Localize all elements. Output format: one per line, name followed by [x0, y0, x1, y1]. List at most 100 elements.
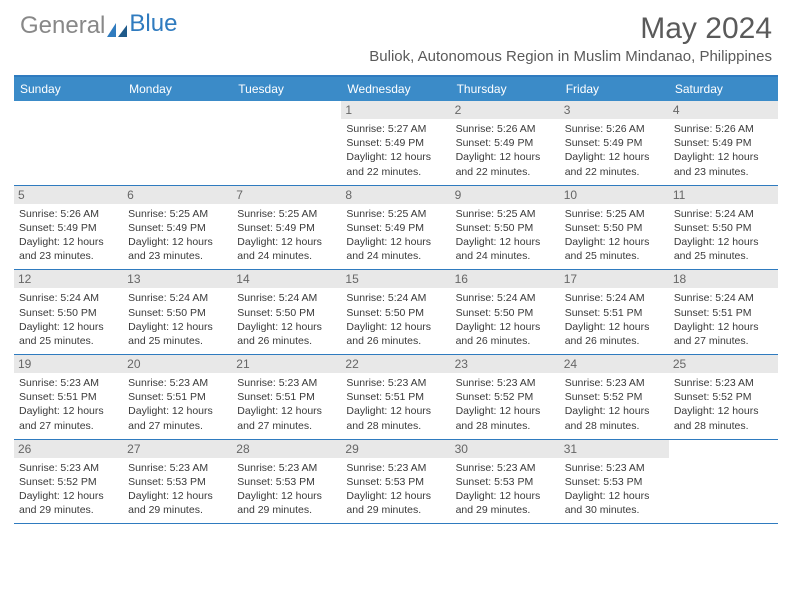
- calendar-week-row: 19 Sunrise: 5:23 AMSunset: 5:51 PMDayligh…: [14, 355, 778, 440]
- day-cell: 14 Sunrise: 5:24 AMSunset: 5:50 PMDayligh…: [232, 270, 341, 354]
- day-cell: 23 Sunrise: 5:23 AMSunset: 5:52 PMDayligh…: [451, 355, 560, 439]
- day-cell: 28Sunrise: 5:23 AMSunset: 5:53 PMDayligh…: [232, 440, 341, 524]
- logo-sail-icon: [107, 18, 129, 34]
- header: General Blue May 2024 Buliok, Autonomous…: [0, 0, 792, 69]
- logo: General Blue: [20, 12, 177, 40]
- day-cell: 22Sunrise: 5:23 AMSunset: 5:51 PMDayligh…: [341, 355, 450, 439]
- day-cell: 29 Sunrise: 5:23 AMSunset: 5:53 PMDayligh…: [341, 440, 450, 524]
- day-info: Sunrise: 5:25 AMSunset: 5:49 PMDaylight:…: [128, 207, 227, 264]
- day-number: 31: [560, 440, 669, 458]
- day-info: Sunrise: 5:23 AMSunset: 5:51 PMDaylight:…: [19, 376, 118, 433]
- weekday-header: Monday: [123, 77, 232, 101]
- day-number: 1: [341, 101, 450, 119]
- day-info: Sunrise: 5:23 AMSunset: 5:51 PMDaylight:…: [237, 376, 336, 433]
- day-number: 12: [14, 270, 123, 288]
- day-cell: 4 Sunrise: 5:26 AMSunset: 5:49 PMDaylight…: [669, 101, 778, 185]
- day-number: 21: [232, 355, 341, 373]
- day-cell: 31 Sunrise: 5:23 AMSunset: 5:53 PMDayligh…: [560, 440, 669, 524]
- day-cell: 17Sunrise: 5:24 AMSunset: 5:51 PMDayligh…: [560, 270, 669, 354]
- day-number: 5: [14, 186, 123, 204]
- day-info: Sunrise: 5:24 AMSunset: 5:50 PMDaylight:…: [19, 291, 118, 348]
- calendar-week-row: 26 Sunrise: 5:23 AMSunset: 5:52 PMDayligh…: [14, 440, 778, 525]
- day-number: 20: [123, 355, 232, 373]
- location-text: Buliok, Autonomous Region in Muslim Mind…: [369, 48, 772, 65]
- day-info: Sunrise: 5:24 AMSunset: 5:51 PMDaylight:…: [674, 291, 773, 348]
- day-number: 4: [669, 101, 778, 119]
- weekday-header: Wednesday: [341, 77, 450, 101]
- day-cell: 6 Sunrise: 5:25 AMSunset: 5:49 PMDaylight…: [123, 186, 232, 270]
- weekday-header: Saturday: [669, 77, 778, 101]
- day-info: Sunrise: 5:24 AMSunset: 5:51 PMDaylight:…: [565, 291, 664, 348]
- day-number: 16: [451, 270, 560, 288]
- day-info: Sunrise: 5:23 AMSunset: 5:52 PMDaylight:…: [456, 376, 555, 433]
- day-info: Sunrise: 5:23 AMSunset: 5:52 PMDaylight:…: [19, 461, 118, 518]
- weekday-header: Thursday: [451, 77, 560, 101]
- title-block: May 2024 Buliok, Autonomous Region in Mu…: [369, 12, 772, 65]
- day-info: Sunrise: 5:23 AMSunset: 5:51 PMDaylight:…: [128, 376, 227, 433]
- day-number: 2: [451, 101, 560, 119]
- day-number: 8: [341, 186, 450, 204]
- day-info: Sunrise: 5:23 AMSunset: 5:53 PMDaylight:…: [346, 461, 445, 518]
- day-info: Sunrise: 5:26 AMSunset: 5:49 PMDaylight:…: [565, 122, 664, 179]
- day-cell: 24Sunrise: 5:23 AMSunset: 5:52 PMDayligh…: [560, 355, 669, 439]
- day-info: Sunrise: 5:25 AMSunset: 5:49 PMDaylight:…: [346, 207, 445, 264]
- day-cell: 5 Sunrise: 5:26 AMSunset: 5:49 PMDaylight…: [14, 186, 123, 270]
- day-number: 7: [232, 186, 341, 204]
- day-info: Sunrise: 5:23 AMSunset: 5:52 PMDaylight:…: [674, 376, 773, 433]
- day-cell: 25 Sunrise: 5:23 AMSunset: 5:52 PMDayligh…: [669, 355, 778, 439]
- day-info: Sunrise: 5:23 AMSunset: 5:53 PMDaylight:…: [456, 461, 555, 518]
- day-number: 6: [123, 186, 232, 204]
- day-info: Sunrise: 5:23 AMSunset: 5:51 PMDaylight:…: [346, 376, 445, 433]
- weekday-header: Tuesday: [232, 77, 341, 101]
- day-cell: 13Sunrise: 5:24 AMSunset: 5:50 PMDayligh…: [123, 270, 232, 354]
- day-number: 29: [341, 440, 450, 458]
- day-info: Sunrise: 5:25 AMSunset: 5:50 PMDaylight:…: [456, 207, 555, 264]
- day-number: 27: [123, 440, 232, 458]
- day-cell: 27Sunrise: 5:23 AMSunset: 5:53 PMDayligh…: [123, 440, 232, 524]
- calendar: SundayMondayTuesdayWednesdayThursdayFrid…: [14, 75, 778, 524]
- day-info: Sunrise: 5:24 AMSunset: 5:50 PMDaylight:…: [456, 291, 555, 348]
- calendar-week-row: 1Sunrise: 5:27 AMSunset: 5:49 PMDaylight…: [14, 101, 778, 186]
- day-cell: 8 Sunrise: 5:25 AMSunset: 5:49 PMDaylight…: [341, 186, 450, 270]
- day-number: 11: [669, 186, 778, 204]
- day-number: 26: [14, 440, 123, 458]
- day-info: Sunrise: 5:24 AMSunset: 5:50 PMDaylight:…: [237, 291, 336, 348]
- day-cell: [14, 101, 123, 185]
- day-cell: [669, 440, 778, 524]
- day-cell: [123, 101, 232, 185]
- day-number: 15: [341, 270, 450, 288]
- day-info: Sunrise: 5:25 AMSunset: 5:49 PMDaylight:…: [237, 207, 336, 264]
- day-number: 19: [14, 355, 123, 373]
- day-cell: 30 Sunrise: 5:23 AMSunset: 5:53 PMDayligh…: [451, 440, 560, 524]
- day-cell: 10Sunrise: 5:25 AMSunset: 5:50 PMDayligh…: [560, 186, 669, 270]
- day-cell: 19 Sunrise: 5:23 AMSunset: 5:51 PMDayligh…: [14, 355, 123, 439]
- day-cell: 3 Sunrise: 5:26 AMSunset: 5:49 PMDaylight…: [560, 101, 669, 185]
- logo-text-blue: Blue: [129, 10, 177, 38]
- day-number: 24: [560, 355, 669, 373]
- day-number: 10: [560, 186, 669, 204]
- day-info: Sunrise: 5:24 AMSunset: 5:50 PMDaylight:…: [128, 291, 227, 348]
- day-number: 30: [451, 440, 560, 458]
- day-number: 3: [560, 101, 669, 119]
- day-number: 23: [451, 355, 560, 373]
- day-info: Sunrise: 5:23 AMSunset: 5:53 PMDaylight:…: [237, 461, 336, 518]
- day-cell: 16 Sunrise: 5:24 AMSunset: 5:50 PMDayligh…: [451, 270, 560, 354]
- day-info: Sunrise: 5:24 AMSunset: 5:50 PMDaylight:…: [346, 291, 445, 348]
- day-info: Sunrise: 5:23 AMSunset: 5:53 PMDaylight:…: [565, 461, 664, 518]
- day-cell: 20 Sunrise: 5:23 AMSunset: 5:51 PMDayligh…: [123, 355, 232, 439]
- day-info: Sunrise: 5:26 AMSunset: 5:49 PMDaylight:…: [19, 207, 118, 264]
- day-number: 14: [232, 270, 341, 288]
- weekday-header: Friday: [560, 77, 669, 101]
- weekday-header: Sunday: [14, 77, 123, 101]
- day-cell: 18 Sunrise: 5:24 AMSunset: 5:51 PMDayligh…: [669, 270, 778, 354]
- logo-text-general: General: [20, 12, 105, 40]
- day-number: 18: [669, 270, 778, 288]
- day-cell: [232, 101, 341, 185]
- day-cell: 1Sunrise: 5:27 AMSunset: 5:49 PMDaylight…: [341, 101, 450, 185]
- day-info: Sunrise: 5:26 AMSunset: 5:49 PMDaylight:…: [674, 122, 773, 179]
- day-cell: 11Sunrise: 5:24 AMSunset: 5:50 PMDayligh…: [669, 186, 778, 270]
- calendar-week-row: 5 Sunrise: 5:26 AMSunset: 5:49 PMDaylight…: [14, 186, 778, 271]
- day-number: 25: [669, 355, 778, 373]
- day-cell: 26 Sunrise: 5:23 AMSunset: 5:52 PMDayligh…: [14, 440, 123, 524]
- day-info: Sunrise: 5:26 AMSunset: 5:49 PMDaylight:…: [456, 122, 555, 179]
